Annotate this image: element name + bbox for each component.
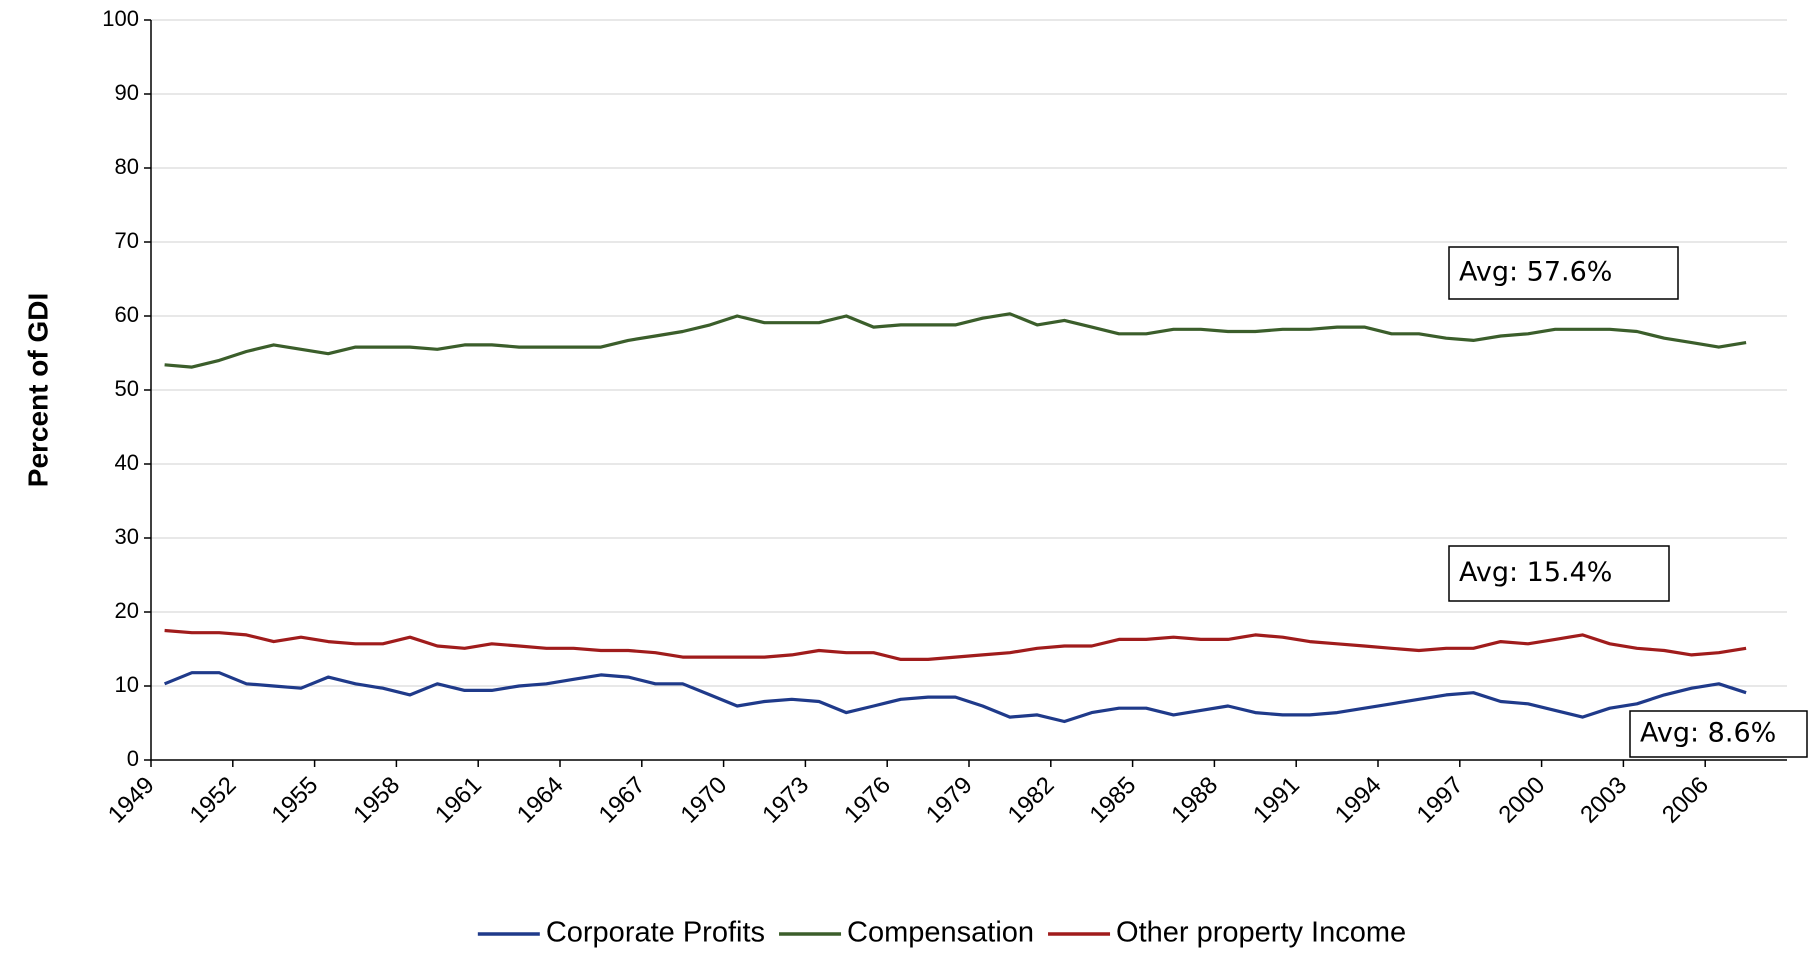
- x-tick-label: 2006: [1657, 772, 1714, 829]
- x-tick-label: 1961: [430, 772, 487, 829]
- y-tick-label: 70: [115, 228, 139, 253]
- legend-label: Compensation: [847, 917, 1034, 949]
- y-tick-label: 10: [115, 672, 139, 697]
- x-tick-label: 1958: [348, 772, 405, 829]
- y-tick-label: 100: [102, 6, 139, 31]
- x-tick-label: 1982: [1003, 772, 1060, 829]
- annotation: Avg: 57.6%: [1459, 257, 1612, 288]
- y-tick-label: 50: [115, 376, 139, 401]
- x-tick-label: 1955: [266, 772, 323, 829]
- x-tick-label: 1973: [757, 772, 814, 829]
- x-tick-label: 1979: [921, 772, 978, 829]
- x-tick-label: 1997: [1412, 772, 1469, 829]
- legend-label: Corporate Profits: [546, 917, 765, 949]
- x-tick-label: 2000: [1493, 772, 1550, 829]
- series-line: [164, 628, 1747, 661]
- x-tick-label: 1988: [1166, 772, 1223, 829]
- y-tick-label: 0: [127, 746, 139, 771]
- x-tick-label: 1964: [512, 772, 569, 829]
- y-tick-label: 40: [115, 450, 139, 475]
- legend: Corporate Profits Compensation Other prope…: [477, 917, 1406, 949]
- series-line: [164, 312, 1747, 369]
- x-tick-label: 1976: [839, 772, 896, 829]
- x-tick-label: 1952: [185, 772, 242, 829]
- x-tick-label: 1985: [1084, 772, 1141, 829]
- annotation: Avg: 8.6%: [1640, 718, 1776, 749]
- x-tick-label: 1949: [103, 772, 160, 829]
- y-axis-label: Percent of GDI: [22, 293, 53, 487]
- x-tick-label: 1967: [594, 772, 651, 829]
- y-tick-label: 20: [115, 598, 139, 623]
- annotation-box: [1448, 545, 1670, 602]
- y-tick-label: 30: [115, 524, 139, 549]
- y-tick-label: 60: [115, 302, 139, 327]
- y-tick-label: 80: [115, 154, 139, 179]
- series-line: [163, 671, 1747, 724]
- annotation: Avg: 15.4%: [1459, 557, 1612, 588]
- annotation-box: [1448, 246, 1679, 300]
- x-tick-label: 1991: [1248, 772, 1305, 829]
- legend-label: Other property Income: [1116, 917, 1406, 949]
- y-tick-label: 90: [115, 80, 139, 105]
- annotation-box: [1629, 710, 1808, 758]
- x-tick-label: 1970: [675, 772, 732, 829]
- x-tick-label: 2003: [1575, 772, 1632, 829]
- x-tick-label: 1994: [1330, 772, 1387, 829]
